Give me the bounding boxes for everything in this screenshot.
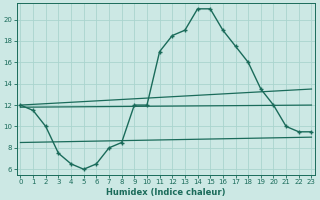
X-axis label: Humidex (Indice chaleur): Humidex (Indice chaleur) bbox=[106, 188, 226, 197]
